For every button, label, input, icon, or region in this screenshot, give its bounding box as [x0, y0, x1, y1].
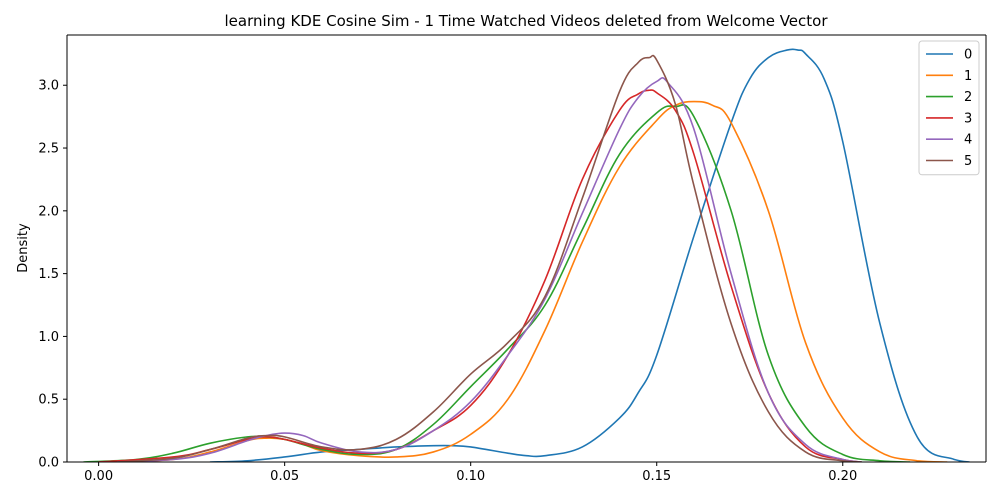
y-axis-label: Density — [16, 223, 31, 273]
plot-area — [82, 48, 971, 462]
y-tick-label: 2.5 — [38, 142, 59, 157]
y-tick-label: 0.0 — [38, 456, 59, 471]
legend-label: 3 — [964, 111, 972, 126]
series-line-0 — [209, 48, 971, 462]
legend-item: 0 — [926, 48, 972, 63]
y-tick-label: 1.0 — [38, 330, 59, 345]
legend-item: 5 — [926, 154, 972, 169]
series-line-3 — [97, 89, 863, 462]
series-line-5 — [116, 54, 863, 462]
y-tick-label: 0.5 — [38, 393, 59, 408]
legend-label: 2 — [964, 90, 972, 105]
x-tick-label: 0.15 — [642, 469, 671, 484]
series-lines — [82, 48, 971, 462]
x-tick-label: 0.20 — [828, 469, 857, 484]
axes-frame — [66, 34, 987, 463]
y-tick-label: 1.5 — [38, 267, 59, 282]
chart-title: learning KDE Cosine Sim - 1 Time Watched… — [225, 12, 829, 30]
legend: 0 1 2 3 4 5 — [918, 40, 980, 176]
y-tick-label: 2.0 — [38, 204, 59, 219]
legend-label: 0 — [964, 48, 972, 63]
series-line-4 — [116, 77, 863, 462]
legend-label: 4 — [964, 133, 972, 148]
x-tick-label: 0.05 — [270, 469, 299, 484]
y-tick-label: 3.0 — [38, 79, 59, 94]
series-line-1 — [116, 100, 948, 462]
legend-box — [918, 40, 980, 176]
legend-label: 1 — [964, 69, 972, 84]
series-line-2 — [82, 104, 911, 462]
legend-item: 2 — [926, 90, 972, 105]
legend-item: 1 — [926, 69, 972, 84]
legend-item: 4 — [926, 133, 972, 148]
x-tick-label: 0.00 — [84, 469, 113, 484]
legend-item: 3 — [926, 111, 972, 126]
x-tick-label: 0.10 — [456, 469, 485, 484]
legend-label: 5 — [964, 154, 972, 169]
